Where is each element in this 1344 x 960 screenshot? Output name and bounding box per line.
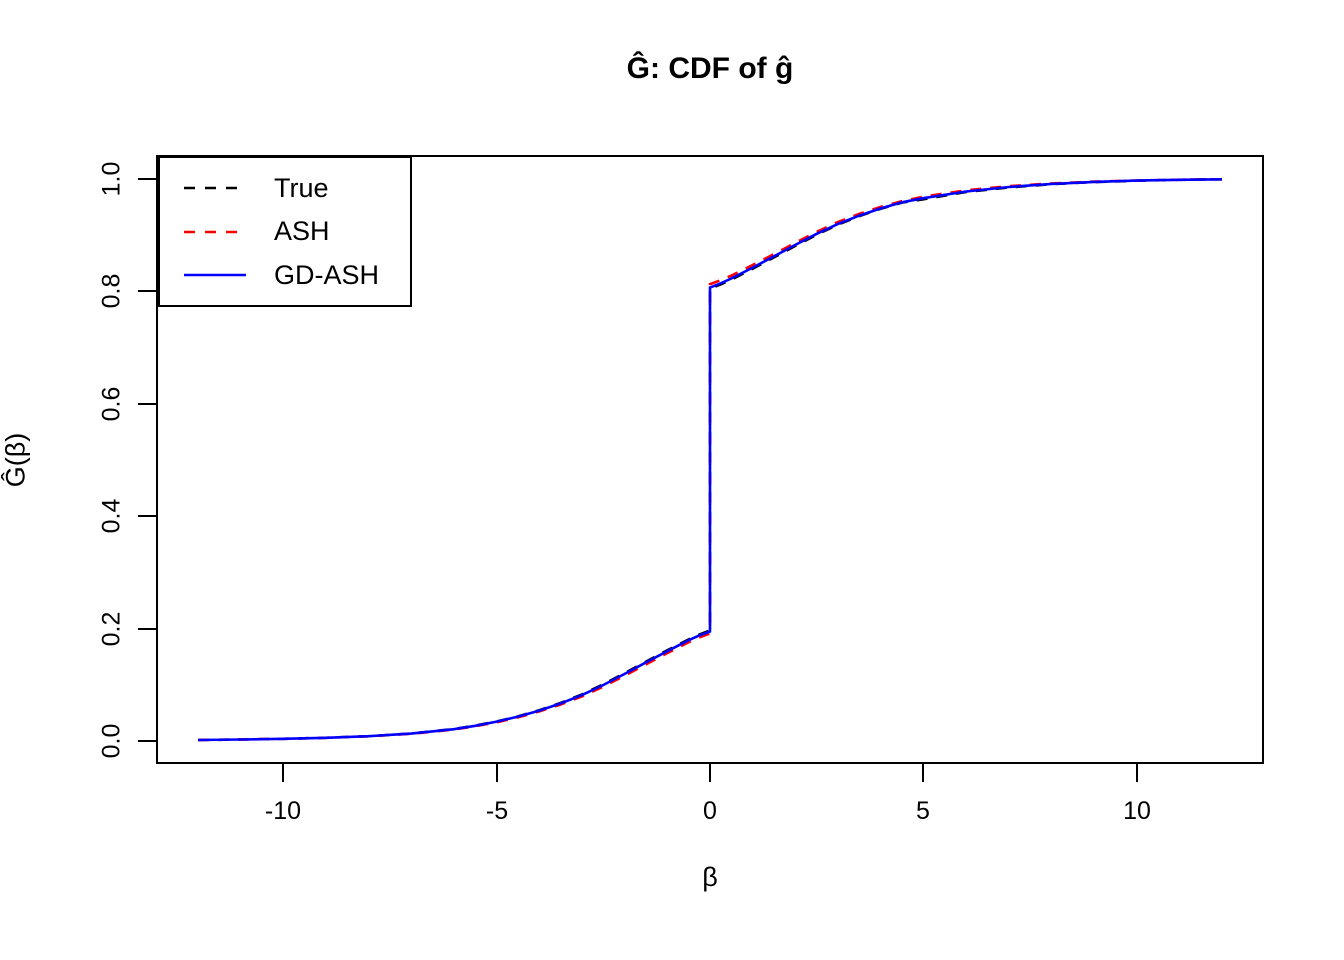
curve-gd-ash: [197, 178, 1223, 742]
x-tick-label: -5: [485, 797, 509, 825]
y-tick-label: 0.4: [97, 498, 126, 534]
x-axis-ticks: [282, 763, 1138, 782]
legend-item-ash: ASH: [184, 218, 410, 245]
legend-item-gd-ash: GD-ASH: [184, 259, 410, 290]
x-tick-label: 0: [703, 797, 717, 825]
x-axis-label: β: [702, 862, 718, 892]
dashed-line-swatch: [184, 186, 246, 190]
legend-label: ASH: [274, 216, 330, 246]
y-tick-label: 0.0: [97, 723, 126, 759]
dashed-line-swatch: [184, 230, 246, 233]
x-tick-label: 5: [916, 797, 930, 825]
solid-line-swatch: [184, 273, 246, 277]
legend-label: True: [274, 172, 329, 203]
legend-label: GD-ASH: [274, 259, 380, 290]
x-tick-label: -10: [264, 797, 302, 825]
y-tick-label: 0.6: [97, 386, 126, 422]
y-tick-label: 1.0: [97, 161, 126, 197]
cdf-curves: [197, 178, 1223, 742]
chart-title: Ĝ: CDF of ĝ: [626, 52, 794, 85]
y-tick-label: 0.2: [97, 611, 126, 647]
x-tick-label: 10: [1123, 797, 1151, 825]
legend-box: True ASH GD-ASH: [158, 156, 412, 307]
y-axis-label: Ĝ(β): [0, 432, 31, 488]
legend-item-true: True: [184, 172, 410, 203]
y-axis-ticks: [138, 178, 157, 742]
y-tick-label: 0.8: [97, 273, 126, 309]
